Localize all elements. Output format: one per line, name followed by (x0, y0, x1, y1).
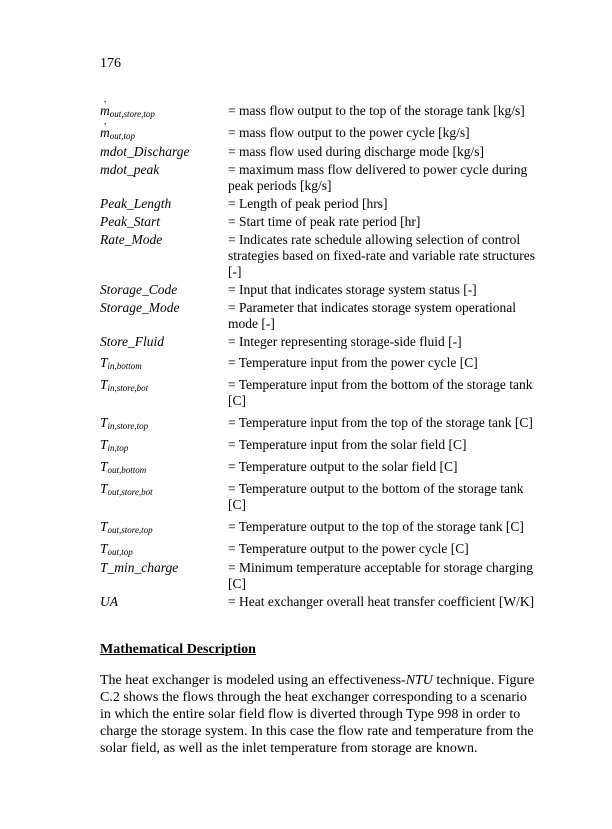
symbol-cell: Tout,store,top (100, 516, 228, 538)
symbol-cell: Tout,top (100, 538, 228, 560)
symbol-cell: mout,top (100, 122, 228, 144)
description-cell: = maximum mass flow delivered to power c… (228, 162, 540, 196)
description-cell: = Temperature input from the solar field… (228, 434, 540, 456)
symbol-cell: Tin,store,top (100, 412, 228, 434)
symbol-cell: Tin,bottom (100, 352, 228, 374)
definition-row: Storage_Code= Input that indicates stora… (100, 282, 540, 300)
symbol-cell: Peak_Length (100, 196, 228, 214)
description-cell: = Integer representing storage-side flui… (228, 334, 540, 352)
definition-row: Peak_Length= Length of peak period [hrs] (100, 196, 540, 214)
symbol-cell: Tin,top (100, 434, 228, 456)
body-paragraph: The heat exchanger is modeled using an e… (100, 672, 540, 757)
definition-row: Peak_Start= Start time of peak rate peri… (100, 214, 540, 232)
description-cell: = Minimum temperature acceptable for sto… (228, 560, 540, 594)
definition-row: Tin,bottom= Temperature input from the p… (100, 352, 540, 374)
definition-row: mout,store,top= mass flow output to the … (100, 100, 540, 122)
description-cell: = Input that indicates storage system st… (228, 282, 540, 300)
description-cell: = mass flow output to the power cycle [k… (228, 122, 540, 144)
description-cell: = Temperature output to the bottom of th… (228, 478, 540, 516)
definition-row: T_min_charge= Minimum temperature accept… (100, 560, 540, 594)
description-cell: = Length of peak period [hrs] (228, 196, 540, 214)
description-cell: = Temperature input from the top of the … (228, 412, 540, 434)
symbol-cell: Storage_Code (100, 282, 228, 300)
symbol-cell: mdot_Discharge (100, 144, 228, 162)
description-cell: = Start time of peak rate period [hr] (228, 214, 540, 232)
symbol-cell: Tout,store,bot (100, 478, 228, 516)
definition-row: Tin,store,bot= Temperature input from th… (100, 374, 540, 412)
description-cell: = Heat exchanger overall heat transfer c… (228, 594, 540, 612)
definition-row: Rate_Mode= Indicates rate schedule allow… (100, 232, 540, 282)
symbol-cell: mout,store,top (100, 100, 228, 122)
symbol-cell: Rate_Mode (100, 232, 228, 282)
definition-row: mout,top= mass flow output to the power … (100, 122, 540, 144)
description-cell: = Temperature output to the top of the s… (228, 516, 540, 538)
definition-row: Tout,bottom= Temperature output to the s… (100, 456, 540, 478)
page-number: 176 (100, 56, 540, 72)
description-cell: = Temperature input from the bottom of t… (228, 374, 540, 412)
description-cell: = Temperature input from the power cycle… (228, 352, 540, 374)
description-cell: = mass flow used during discharge mode [… (228, 144, 540, 162)
symbol-cell: Peak_Start (100, 214, 228, 232)
description-cell: = Temperature output to the solar field … (228, 456, 540, 478)
definition-row: mdot_peak= maximum mass flow delivered t… (100, 162, 540, 196)
section-heading: Mathematical Description (100, 642, 540, 658)
description-cell: = Parameter that indicates storage syste… (228, 300, 540, 334)
definition-row: UA= Heat exchanger overall heat transfer… (100, 594, 540, 612)
symbol-cell: T_min_charge (100, 560, 228, 594)
description-cell: = Temperature output to the power cycle … (228, 538, 540, 560)
definition-row: Tout,store,bot= Temperature output to th… (100, 478, 540, 516)
symbol-cell: mdot_peak (100, 162, 228, 196)
definition-row: Tout,top= Temperature output to the powe… (100, 538, 540, 560)
definition-row: mdot_Discharge= mass flow used during di… (100, 144, 540, 162)
definition-row: Tin,top= Temperature input from the sola… (100, 434, 540, 456)
definitions-table: mout,store,top= mass flow output to the … (100, 100, 540, 612)
symbol-cell: Tout,bottom (100, 456, 228, 478)
symbol-cell: Storage_Mode (100, 300, 228, 334)
symbol-cell: Store_Fluid (100, 334, 228, 352)
description-cell: = mass flow output to the top of the sto… (228, 100, 540, 122)
symbol-cell: UA (100, 594, 228, 612)
page-container: 176 mout,store,top= mass flow output to … (0, 0, 612, 829)
symbol-cell: Tin,store,bot (100, 374, 228, 412)
definition-row: Tin,store,top= Temperature input from th… (100, 412, 540, 434)
description-cell: = Indicates rate schedule allowing selec… (228, 232, 540, 282)
definition-row: Store_Fluid= Integer representing storag… (100, 334, 540, 352)
definition-row: Storage_Mode= Parameter that indicates s… (100, 300, 540, 334)
definition-row: Tout,store,top= Temperature output to th… (100, 516, 540, 538)
